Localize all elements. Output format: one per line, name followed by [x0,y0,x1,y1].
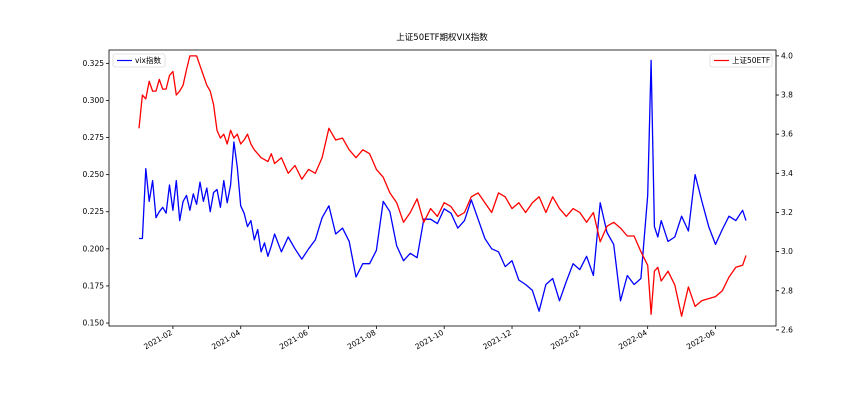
x-tick-label: 2022-04 [617,328,649,352]
x-tick-label: 2021-12 [481,328,513,352]
y-left-tick-label: 0.325 [83,59,105,68]
series-line-etf [138,55,747,317]
y-left-tick-label: 0.275 [83,133,105,142]
x-tick-label: 2021-10 [414,328,446,352]
legend-left-label: vix指数 [135,55,161,65]
series-line-vix [139,59,747,312]
y-left-tick-label: 0.225 [83,207,105,216]
y-right-tick-label: 2.6 [781,325,793,334]
y-left-tick-label: 0.250 [83,170,105,179]
y-right-tick-label: 2.8 [781,286,793,295]
x-tick-label: 2021-08 [346,328,378,352]
legend-left: vix指数 [112,53,166,68]
y-right-tick-label: 3.8 [781,91,793,100]
y-right-tick-label: 3.6 [781,130,793,139]
y-left-tick-label: 0.175 [83,281,105,290]
chart-title: 上证50ETF期权VIX指数 [396,32,488,43]
y-left-tick-label: 0.300 [83,96,105,105]
legend-right-label: 上证50ETF [732,56,770,65]
x-tick-label: 2022-06 [685,328,717,352]
x-tick-label: 2022-02 [549,328,581,352]
y-right-tick-label: 4.0 [781,51,793,60]
legend-right: 上证50ETF [709,53,773,68]
x-tick-label: 2021-06 [278,328,310,352]
x-tick-label: 2021-04 [210,328,242,352]
y-right-tick-label: 3.2 [781,208,793,217]
y-left-tick-label: 0.200 [83,244,105,253]
y-right-tick-label: 3.4 [781,169,793,178]
y-left-tick-label: 0.150 [83,319,105,328]
plot-frame [108,49,777,327]
x-tick-label: 2021-02 [142,328,174,352]
y-right-tick-label: 3.0 [781,247,793,256]
